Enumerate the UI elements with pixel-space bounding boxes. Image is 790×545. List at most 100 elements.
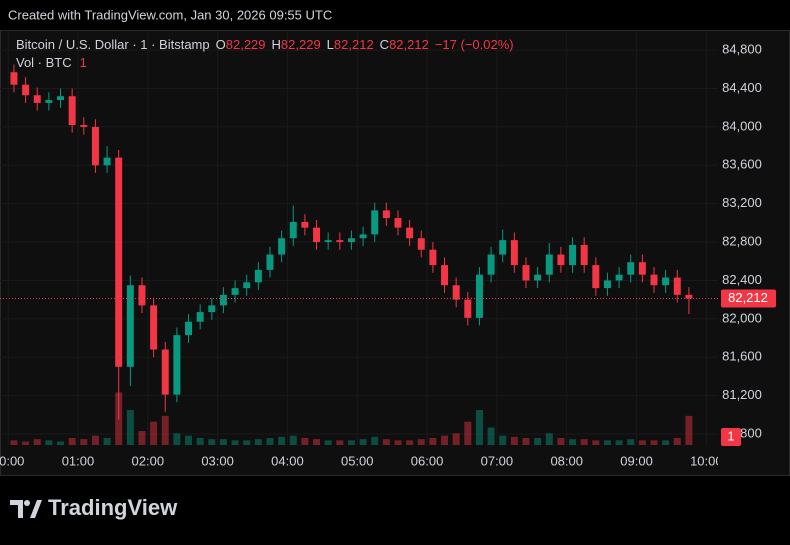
candle-body [91, 126, 99, 166]
volume-bar [510, 436, 518, 445]
candle-body [475, 274, 483, 318]
volume-bar [301, 438, 309, 445]
candle-body [510, 240, 518, 266]
candle-body [499, 240, 507, 255]
vol-value: 1 [80, 55, 87, 70]
candle-body [673, 277, 681, 295]
volume-bar [417, 439, 425, 445]
volume-bar [487, 427, 495, 445]
candle-body [68, 96, 76, 125]
volume-bar [638, 440, 646, 445]
y-tick-label: 82,000 [722, 310, 762, 325]
candle-body [208, 305, 216, 313]
candle-body [638, 262, 646, 275]
candle-body [80, 124, 88, 127]
x-tick-label: 06:00 [411, 453, 444, 468]
candle-body [254, 269, 262, 283]
volume-bar [173, 433, 181, 445]
x-tick-label: 05:00 [341, 453, 374, 468]
candle-body [33, 95, 41, 103]
c-label: C [380, 37, 389, 52]
candle-body [336, 240, 344, 243]
volume-label-box [721, 428, 741, 446]
candle-body [266, 254, 274, 270]
volume-bar [324, 440, 332, 445]
volume-bar [522, 438, 530, 445]
brand-name: TradingView [48, 495, 178, 520]
candle-body [301, 221, 309, 228]
l-value: 82,212 [334, 37, 374, 52]
volume-bar [10, 440, 18, 445]
x-tick-label: 04:00 [271, 453, 304, 468]
candle-body [569, 244, 577, 266]
chart-panel [0, 30, 790, 476]
candle-body [580, 244, 588, 266]
o-value: 82,229 [226, 37, 266, 52]
candle-body [10, 72, 18, 85]
volume-bar [359, 439, 367, 445]
candle-body [592, 265, 600, 289]
candle-body [394, 218, 402, 228]
candle-body [417, 238, 425, 250]
volume-bar [627, 439, 635, 445]
vol-label: Vol · BTC [16, 55, 72, 70]
volume-bar [150, 421, 158, 445]
volume-bar [126, 410, 134, 445]
candle-body [219, 294, 227, 306]
volume-bar [91, 435, 99, 445]
volume-bar [603, 440, 611, 445]
volume-bar [231, 440, 239, 445]
y-tick-label: 82,800 [722, 233, 762, 248]
volume-bar [243, 440, 251, 445]
y-tick-label: 83,200 [722, 195, 762, 210]
y-tick-label: 83,600 [722, 157, 762, 172]
logo-dot [24, 500, 30, 506]
volume-bar [336, 440, 344, 445]
volume-bar [406, 440, 414, 445]
candle-body [522, 265, 530, 281]
h-value: 82,229 [281, 37, 321, 52]
y-tick-label: 82,400 [722, 272, 762, 287]
volume-bar [347, 440, 355, 445]
candle-body [406, 227, 414, 239]
h-label: H [272, 37, 281, 52]
x-tick-label: 07:00 [481, 453, 514, 468]
brand-logo: TradingView [10, 495, 178, 520]
volume-bar [254, 439, 262, 445]
candle-body [243, 282, 251, 289]
candle-body [173, 335, 181, 395]
volume-bar [313, 439, 321, 445]
candle-body [196, 312, 204, 322]
volume-bar [68, 438, 76, 445]
volume-bar [557, 438, 565, 445]
candle-body [487, 254, 495, 275]
price-axis: 84,800 84,400 84,000 83,600 83,200 82,800 82,4… [721, 42, 776, 446]
header: Created with TradingView.com, Jan 30, 20… [8, 7, 332, 22]
volume-bar [580, 439, 588, 445]
candle-body [103, 157, 111, 166]
candle-body [371, 210, 379, 235]
last-price-box [721, 289, 776, 308]
volume-bar [80, 439, 88, 445]
x-tick-label: 09:00 [620, 453, 653, 468]
legend: Bitcoin / U.S. Dollar · 1 · Bitstamp O82,… [16, 37, 514, 70]
volume-bar [592, 440, 600, 445]
x-tick-label: 03:00 [201, 453, 234, 468]
candle-body [150, 305, 158, 350]
plot [0, 30, 718, 445]
candle-body [324, 240, 332, 243]
logo-mark [10, 500, 23, 518]
c-value: 82,212 [389, 37, 429, 52]
volume-bar [394, 440, 402, 445]
volume-bar [673, 438, 681, 445]
x-tick-label: 02:00 [132, 453, 165, 468]
candle-body [289, 221, 297, 239]
y-tick-label: 84,000 [722, 118, 762, 133]
volume-bar [382, 439, 390, 445]
volume-bar [545, 433, 553, 445]
candle-body [452, 285, 460, 300]
candle-body [57, 96, 65, 101]
volume-bar [569, 439, 577, 445]
candle-body [429, 249, 437, 266]
candle-body [45, 100, 53, 103]
